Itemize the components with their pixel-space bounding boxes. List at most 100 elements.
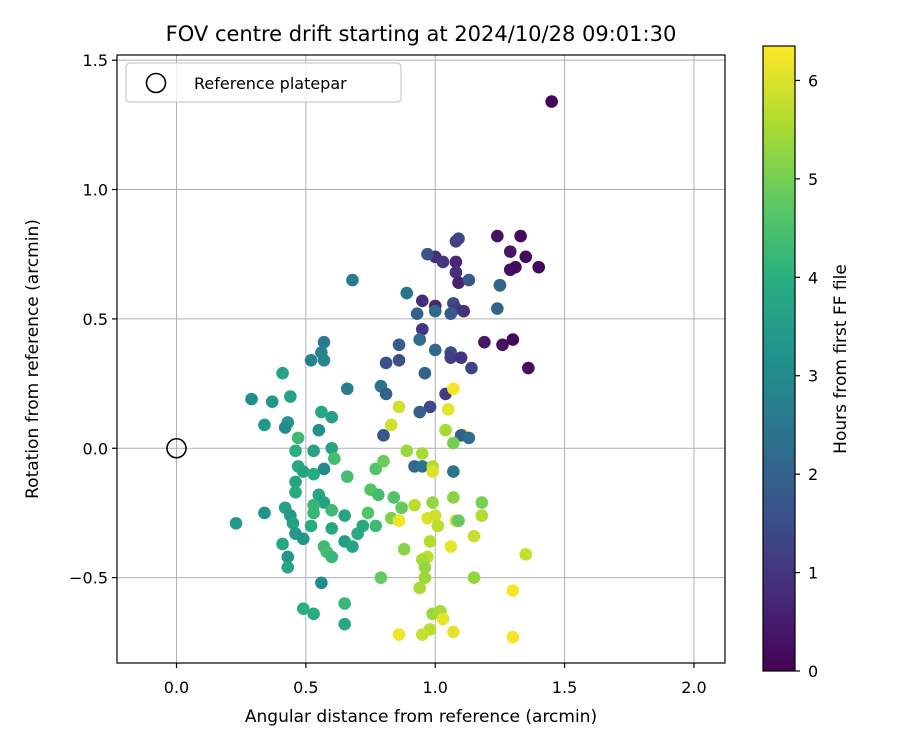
data-point	[428, 509, 442, 522]
data-point	[431, 519, 445, 533]
x-tick-label: 1.0	[423, 678, 448, 697]
data-point	[444, 307, 458, 321]
data-point	[449, 266, 463, 279]
data-point	[415, 628, 429, 641]
data-point	[379, 356, 393, 370]
colorbar-tick-label: 2	[808, 465, 818, 484]
data-point	[415, 322, 429, 336]
data-point	[428, 343, 442, 357]
data-point	[276, 537, 289, 551]
data-point	[317, 462, 331, 476]
data-point	[315, 576, 328, 590]
data-point	[229, 516, 243, 530]
y-tick-label: 1.5	[83, 51, 108, 70]
data-point	[377, 429, 390, 442]
data-point	[467, 571, 481, 584]
data-point	[447, 465, 460, 478]
data-point	[304, 519, 318, 533]
data-point	[418, 571, 432, 584]
data-point	[307, 467, 320, 481]
data-point	[491, 302, 504, 315]
data-point	[493, 278, 507, 292]
data-point	[413, 581, 427, 595]
data-point	[265, 395, 279, 408]
data-point	[400, 286, 414, 300]
data-point	[374, 571, 388, 584]
data-point	[452, 232, 465, 245]
data-point	[338, 617, 351, 631]
data-point	[296, 532, 310, 546]
scatter-points	[229, 95, 558, 644]
data-point	[307, 607, 320, 621]
data-point	[462, 431, 476, 445]
data-point	[462, 273, 476, 287]
data-point	[449, 255, 463, 269]
data-point	[328, 452, 341, 465]
y-axis-label: Rotation from reference (arcmin)	[23, 219, 43, 499]
data-point	[418, 560, 432, 574]
data-point	[452, 276, 465, 289]
data-point	[361, 506, 375, 520]
data-point	[312, 423, 326, 437]
reference-platepar-marker	[166, 437, 187, 459]
data-point	[346, 540, 359, 553]
data-point	[413, 405, 427, 419]
data-point	[325, 504, 339, 517]
data-point	[392, 514, 406, 528]
data-point	[395, 501, 408, 515]
colorbar-frame	[762, 45, 796, 672]
x-axis-label: Angular distance from reference (arcmin)	[245, 707, 597, 727]
data-point	[444, 540, 458, 553]
colorbar-tick-label: 4	[808, 268, 818, 287]
data-point	[415, 294, 429, 308]
data-point	[281, 550, 295, 564]
data-point	[503, 245, 517, 258]
data-point	[415, 460, 429, 473]
data-point	[408, 498, 421, 512]
data-point	[418, 366, 432, 380]
x-tick-label: 0.0	[164, 678, 189, 697]
data-point	[392, 353, 406, 367]
data-point	[317, 496, 331, 509]
colorbar-tick-label: 1	[808, 564, 818, 583]
colorbar-tick-label: 6	[808, 71, 818, 90]
data-point	[384, 418, 398, 432]
colorbar: 0 1 2 3 4 5 6 Hours from first FF file	[762, 45, 851, 681]
data-point	[369, 519, 383, 533]
data-point	[410, 307, 424, 321]
data-point	[454, 351, 468, 365]
data-point	[372, 488, 385, 502]
data-point	[426, 496, 439, 509]
data-point	[278, 421, 292, 434]
data-point	[340, 382, 354, 396]
data-point	[436, 255, 450, 269]
data-point	[284, 390, 297, 403]
chart-title: FOV centre drift starting at 2024/10/28 …	[166, 22, 677, 46]
data-point	[289, 475, 302, 489]
data-point	[506, 584, 520, 597]
data-point	[289, 444, 302, 458]
data-point	[478, 335, 491, 349]
x-tick-label: 1.5	[552, 678, 577, 697]
data-point	[444, 351, 458, 365]
data-point	[447, 382, 460, 396]
colorbar-tick-label: 0	[808, 662, 818, 681]
data-point	[245, 392, 258, 406]
data-point	[392, 400, 406, 414]
data-point	[413, 333, 427, 346]
data-point	[467, 529, 481, 543]
legend-label: Reference platepar	[194, 74, 347, 93]
data-point	[545, 95, 558, 108]
colorbar-tick-label: 5	[808, 170, 818, 189]
data-point	[379, 387, 393, 401]
colorbar-tick-label: 3	[808, 367, 818, 386]
data-point	[289, 485, 302, 499]
data-point	[377, 454, 390, 468]
y-tick-label: −0.5	[69, 569, 108, 588]
data-point	[428, 304, 442, 318]
colorbar-label: Hours from first FF file	[831, 264, 851, 454]
colorbar-gradient	[763, 46, 795, 671]
data-point	[338, 509, 351, 522]
data-point	[447, 625, 460, 639]
